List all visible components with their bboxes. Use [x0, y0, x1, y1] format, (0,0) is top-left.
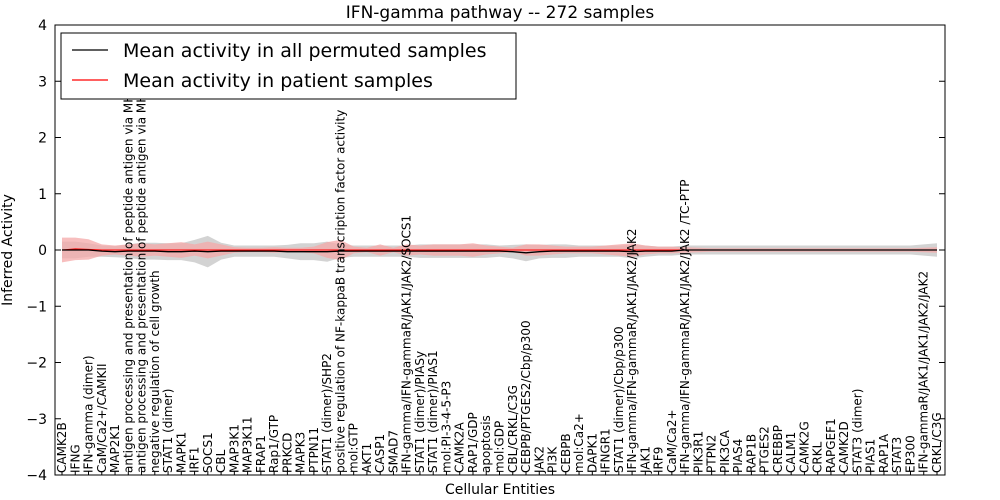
- x-tick-label: CAMK2B: [55, 422, 69, 473]
- x-tick-label: SMAD7: [386, 430, 400, 473]
- legend-box: [60, 32, 517, 100]
- line-permuted: [62, 249, 937, 254]
- x-tick-label: MAPK3: [294, 432, 308, 473]
- x-tick-label: PTGES2: [758, 426, 772, 473]
- series-lines: [61, 248, 937, 254]
- x-tick-label: STAT3: [890, 437, 904, 473]
- x-tick-label: PRKCD: [280, 433, 294, 473]
- x-tick-label: IFN-gamma (dimer): [82, 355, 96, 473]
- x-tick-label: CASP1: [373, 434, 387, 473]
- x-tick-label: IFN-gamma/IFN-gammaR/JAK1/JAK2/JAK2: [625, 228, 639, 473]
- x-tick-label: mol:GDP: [493, 421, 507, 473]
- legend: Mean activity in all permuted samples Me…: [60, 32, 517, 100]
- x-tick-label: PI3K: [546, 446, 560, 473]
- y-axis-label: Inferred Activity: [0, 194, 16, 306]
- x-tick-label: IRF9: [652, 447, 666, 473]
- x-tick-label: PIAS1: [864, 439, 878, 473]
- y-tick-label: −1: [26, 299, 47, 315]
- x-tick-label: CEBPB: [559, 433, 573, 473]
- x-tick-label: CBL/CRKL/C3G: [506, 385, 520, 473]
- x-tick-label: STAT1 (dimer)/SHP2: [320, 353, 334, 473]
- x-tick-label: CRKL: [811, 441, 825, 473]
- x-tick-label: AKT1: [360, 443, 374, 473]
- x-tick-label: STAT3 (dimer): [851, 389, 865, 473]
- x-tick-label: CREBBP: [771, 425, 785, 473]
- x-tick-label: MAP3K11: [241, 416, 255, 473]
- y-tick-label: −4: [26, 468, 47, 484]
- x-tick-label: CAMK2A: [453, 422, 467, 473]
- y-tick-label: −3: [26, 412, 47, 428]
- y-tick-label: 1: [38, 187, 47, 203]
- x-tick-label: MAPK1: [174, 432, 188, 473]
- x-tick-label: PIK3CA: [718, 429, 732, 473]
- x-tick-label: PIK3R1: [691, 431, 705, 473]
- x-tick-label: SOCS1: [201, 432, 215, 473]
- x-tick-label: negative regulation of cell growth: [148, 270, 162, 473]
- x-tick-label: mol:Ca2+: [572, 413, 586, 473]
- chart-title: IFN-gamma pathway -- 272 samples: [346, 3, 655, 23]
- x-tick-label: MAP2K1: [108, 424, 122, 473]
- x-tick-label: JAK1: [638, 446, 652, 474]
- x-tick-label: STAT1 (dimer)/Cbp/p300: [612, 326, 626, 473]
- x-tick-label: PTPN11: [307, 427, 321, 473]
- x-tick-label: STAT1 (dimer)/PIAS1: [426, 350, 440, 473]
- x-tick-label: PTPN2: [705, 435, 719, 473]
- x-tick-label: STAT1 (dimer): [161, 389, 175, 473]
- x-tick-label: IFNG: [68, 444, 82, 473]
- x-tick-label: CRKL/C3G: [930, 412, 944, 473]
- x-tick-label: antigen processing and presentation of p…: [135, 41, 149, 473]
- x-tick-label: IFNGR1: [599, 428, 613, 473]
- x-tick-label: RAP1/GDP: [466, 412, 480, 473]
- x-tick-label: STAT1 (dimer)/PIASy: [413, 351, 427, 473]
- x-tick-label: CBL: [214, 449, 228, 473]
- x-tick-label: PIAS4: [731, 439, 745, 473]
- y-tick-label: 2: [38, 131, 47, 147]
- x-tick-label: FRAP1: [254, 435, 268, 473]
- x-tick-label: CAMK2G: [797, 421, 811, 473]
- x-tick-label: CaM/Ca2+: [665, 409, 679, 473]
- legend-label-patient: Mean activity in patient samples: [123, 70, 433, 92]
- x-tick-label: positive regulation of NF-kappaB transcr…: [333, 110, 347, 473]
- x-tick-label: IFN-gamma/IFN-gammaR/JAK1/JAK2/SOCS1: [400, 215, 414, 473]
- y-ticks: −4 −3 −2 −1 0 1 2 3 4: [26, 18, 945, 484]
- x-tick-label: IFN-gamma/IFN-gammaR/JAK1/JAK2/JAK2 /TC-…: [678, 179, 692, 473]
- x-tick-label: JAK2: [532, 446, 546, 474]
- x-tick-label: IFN-gammaR/JAK1/JAK1/JAK2/JAK2: [917, 271, 931, 473]
- y-tick-label: 3: [38, 74, 47, 90]
- x-tick-label: antigen processing and presentation of p…: [121, 44, 135, 473]
- x-tick-label: RAPGEF1: [824, 418, 838, 473]
- x-tick-label: IRF1: [188, 447, 202, 473]
- y-tick-label: −2: [26, 356, 47, 372]
- x-tick-label: EP300: [904, 435, 918, 473]
- x-tick-label: Rap1/GTP: [267, 415, 281, 473]
- x-tick-label: CAMK2D: [837, 421, 851, 473]
- y-tick-label: 0: [38, 243, 47, 259]
- x-tick-label: mol:PI-3-4-5-P3: [440, 381, 454, 473]
- x-tick-label: RAP1A: [877, 433, 891, 473]
- x-tick-label: apoptosis: [479, 415, 493, 473]
- x-tick-label: CEBPB/PTGES2/Cbp/p300: [519, 320, 533, 473]
- x-tick-label: CaM/Ca2+/CAMKII: [95, 364, 109, 473]
- x-tick-label: mol:GTP: [347, 423, 361, 473]
- plot-frame: [54, 24, 946, 476]
- x-tick-label: RAP1B: [744, 434, 758, 473]
- y-tick-label: 4: [38, 18, 47, 34]
- x-axis-label: Cellular Entities: [445, 482, 555, 498]
- x-tick-label: MAP3K1: [227, 424, 241, 473]
- x-tick-labels: CAMK2B IFNG IFN-gamma (dimer) CaM/Ca2+/CAMK…: [55, 41, 944, 475]
- legend-label-permuted: Mean activity in all permuted samples: [123, 40, 486, 62]
- x-tick-label: CALM1: [784, 432, 798, 473]
- x-tick-label: DAPK1: [585, 433, 599, 473]
